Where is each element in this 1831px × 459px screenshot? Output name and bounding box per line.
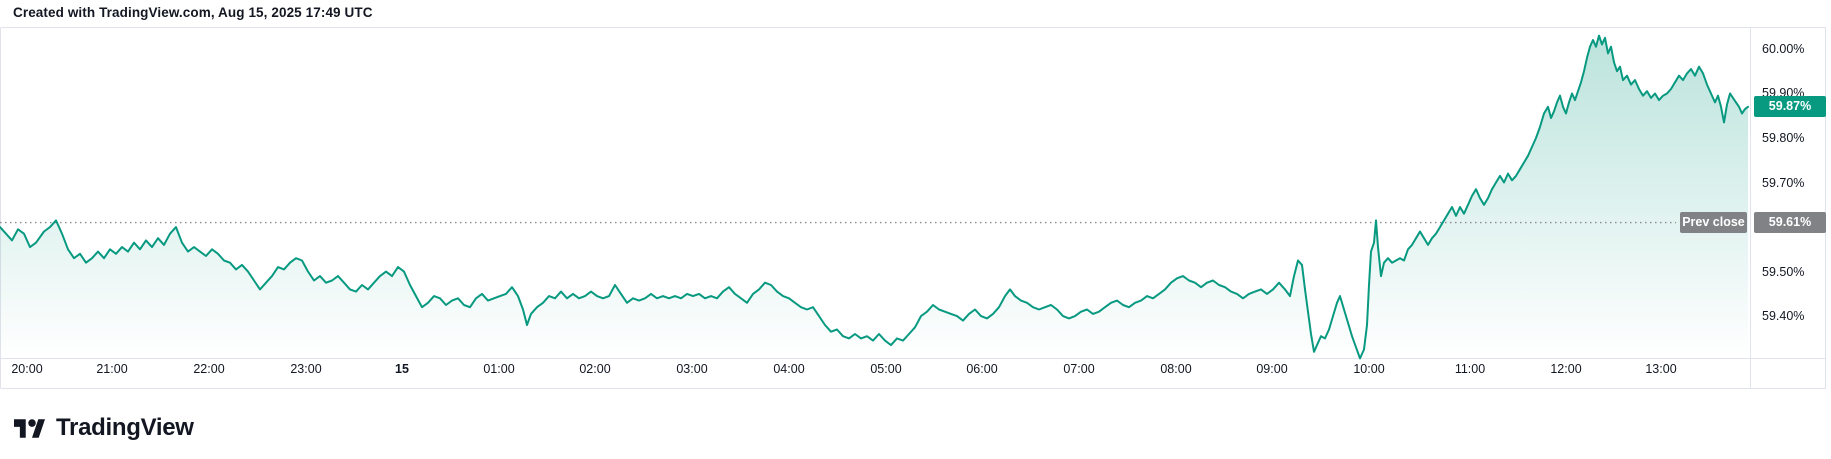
time-tick-label: 12:00 xyxy=(1550,362,1582,376)
time-tick-label: 15 xyxy=(395,362,409,376)
attribution-text: Created with TradingView.com, Aug 15, 20… xyxy=(13,5,373,20)
time-tick-label: 04:00 xyxy=(773,362,805,376)
time-tick-label: 05:00 xyxy=(870,362,902,376)
price-tick-label: 60.00% xyxy=(1762,41,1805,56)
time-tick-label: 09:00 xyxy=(1256,362,1288,376)
chart-frame xyxy=(0,27,1826,389)
price-tick-label: 59.80% xyxy=(1762,131,1805,145)
time-tick-label: 01:00 xyxy=(483,362,515,376)
footer: TradingView xyxy=(14,408,194,448)
prev-close-label-badge: Prev close xyxy=(1680,212,1747,234)
tradingview-logo-text: TradingView xyxy=(56,414,194,441)
current-price-badge: 59.87% xyxy=(1754,96,1826,118)
time-tick-label: 06:00 xyxy=(966,362,998,376)
prev-close-value: 59.61% xyxy=(1768,215,1812,230)
time-tick-label: 20:00 xyxy=(11,362,43,376)
area-fill xyxy=(0,35,1748,359)
time-tick-label: 02:00 xyxy=(579,362,611,376)
prev-close-value-badge: 59.61% xyxy=(1754,212,1826,234)
price-tick-label: 59.70% xyxy=(1762,175,1805,190)
time-tick-label: 11:00 xyxy=(1454,362,1486,376)
price-tick-label: 59.50% xyxy=(1762,264,1805,279)
price-tick-label: 59.40% xyxy=(1762,309,1805,324)
time-tick-label: 23:00 xyxy=(290,362,322,376)
time-tick-label: 22:00 xyxy=(193,362,225,376)
time-tick-label: 10:00 xyxy=(1353,362,1385,376)
price-line xyxy=(0,34,1749,360)
time-tick-label: 13:00 xyxy=(1645,362,1677,376)
time-tick-label: 03:00 xyxy=(676,362,708,376)
current-price-value: 59.87% xyxy=(1768,99,1812,114)
tradingview-logo-icon xyxy=(14,418,45,438)
tradingview-logo[interactable]: TradingView xyxy=(14,414,194,442)
prev-close-label: Prev close xyxy=(1682,215,1745,230)
time-tick-label: 21:00 xyxy=(96,362,128,376)
time-tick-label: 08:00 xyxy=(1160,362,1192,376)
time-tick-label: 07:00 xyxy=(1063,362,1095,376)
